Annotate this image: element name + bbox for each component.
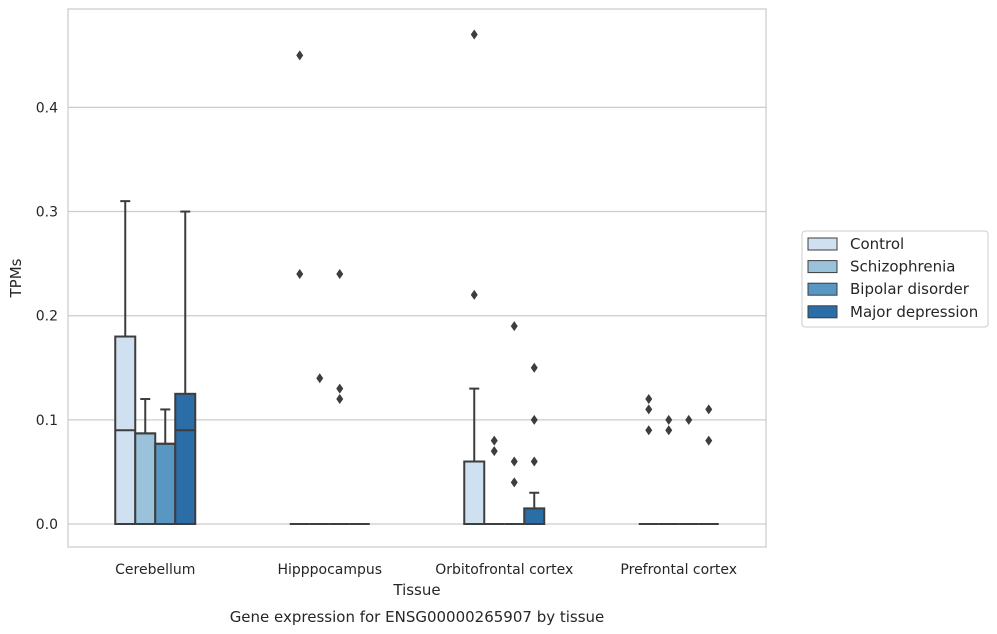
x-tick-label: Prefrontal cortex (620, 562, 737, 578)
outlier-point (645, 425, 653, 436)
y-tick-label: 0.2 (36, 309, 58, 325)
box-control (114, 200, 137, 525)
box-series (114, 200, 719, 526)
outlier-point (530, 456, 538, 467)
x-axis-title: Tissue (392, 581, 440, 599)
outlier-point (530, 414, 538, 425)
y-axis-ticks: 0.0 0.1 0.2 0.3 0.4 (36, 100, 58, 533)
outlier-point (510, 321, 518, 332)
box-major-depression (523, 491, 546, 526)
outlier-point (705, 404, 713, 415)
outlier-point (470, 29, 478, 40)
y-tick-label: 0.3 (36, 205, 58, 221)
outlier-point (665, 414, 673, 425)
outlier-point (645, 394, 653, 405)
box-body (154, 442, 177, 526)
legend-swatch (807, 237, 838, 251)
plot-frame (67, 8, 767, 548)
legend-frame (801, 230, 989, 328)
outlier-point (530, 362, 538, 373)
x-tick-label: Orbitofrontal cortex (435, 562, 573, 578)
outlier-point (336, 383, 344, 394)
outlier-point (705, 435, 713, 446)
legend-swatch (807, 282, 838, 296)
outlier-point (336, 394, 344, 405)
y-tick-label: 0.1 (36, 413, 58, 429)
y-tick-label: 0.4 (36, 100, 58, 116)
x-tick-label: Cerebellum (115, 562, 195, 578)
y-axis-title: TPMs (7, 258, 25, 298)
box-control (463, 387, 486, 526)
box-body (523, 507, 546, 526)
outlier-point (490, 435, 498, 446)
legend-label: Control (850, 235, 904, 253)
outlier-points (296, 29, 713, 488)
outlier-point (316, 373, 324, 384)
outlier-point (665, 425, 673, 436)
x-axis-ticks: Cerebellum Hipppocampus Orbitofrontal cort… (115, 562, 737, 578)
outlier-point (336, 269, 344, 280)
legend-label: Schizophrenia (850, 258, 955, 276)
box-body (174, 392, 197, 525)
legend-label: Bipolar disorder (850, 280, 970, 298)
box-major-depression (174, 210, 197, 525)
outlier-point (470, 289, 478, 300)
outlier-point (510, 477, 518, 488)
box-bipolar-disorder (154, 408, 177, 526)
y-tick-label: 0.0 (36, 517, 58, 533)
x-tick-label: Hipppocampus (277, 562, 382, 578)
box-body (134, 432, 157, 525)
outlier-point (296, 269, 304, 280)
outlier-point (685, 414, 693, 425)
legend-swatch (807, 260, 838, 274)
outlier-point (490, 446, 498, 457)
legend-label: Major depression (850, 303, 978, 321)
legend: Control Schizophrenia Bipolar disorder Majo… (801, 230, 989, 328)
outlier-point (510, 456, 518, 467)
box-body (463, 460, 486, 526)
outlier-point (296, 50, 304, 61)
outlier-point (645, 404, 653, 415)
chart-caption: Gene expression for ENSG00000265907 by t… (230, 608, 605, 626)
legend-swatch (807, 305, 838, 319)
